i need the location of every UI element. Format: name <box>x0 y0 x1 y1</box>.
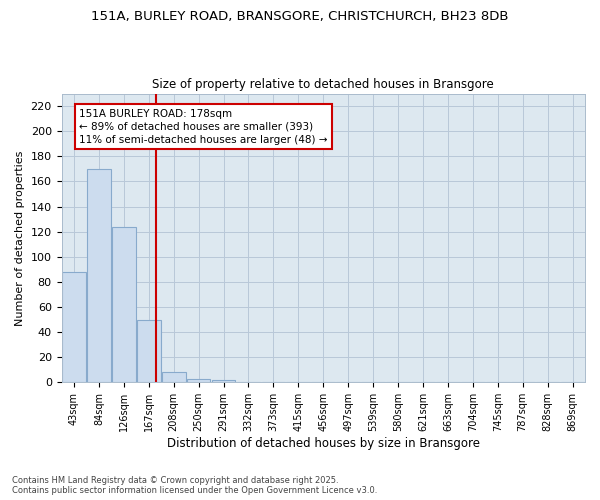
Bar <box>137 320 161 382</box>
Bar <box>162 372 185 382</box>
Text: 151A, BURLEY ROAD, BRANSGORE, CHRISTCHURCH, BH23 8DB: 151A, BURLEY ROAD, BRANSGORE, CHRISTCHUR… <box>91 10 509 23</box>
Bar <box>62 272 86 382</box>
Text: 151A BURLEY ROAD: 178sqm
← 89% of detached houses are smaller (393)
11% of semi-: 151A BURLEY ROAD: 178sqm ← 89% of detach… <box>79 108 328 145</box>
Bar <box>212 380 235 382</box>
Text: Contains HM Land Registry data © Crown copyright and database right 2025.
Contai: Contains HM Land Registry data © Crown c… <box>12 476 377 495</box>
Bar <box>187 378 211 382</box>
Title: Size of property relative to detached houses in Bransgore: Size of property relative to detached ho… <box>152 78 494 91</box>
Bar <box>112 226 136 382</box>
X-axis label: Distribution of detached houses by size in Bransgore: Distribution of detached houses by size … <box>167 437 480 450</box>
Y-axis label: Number of detached properties: Number of detached properties <box>15 150 25 326</box>
Bar <box>87 169 111 382</box>
